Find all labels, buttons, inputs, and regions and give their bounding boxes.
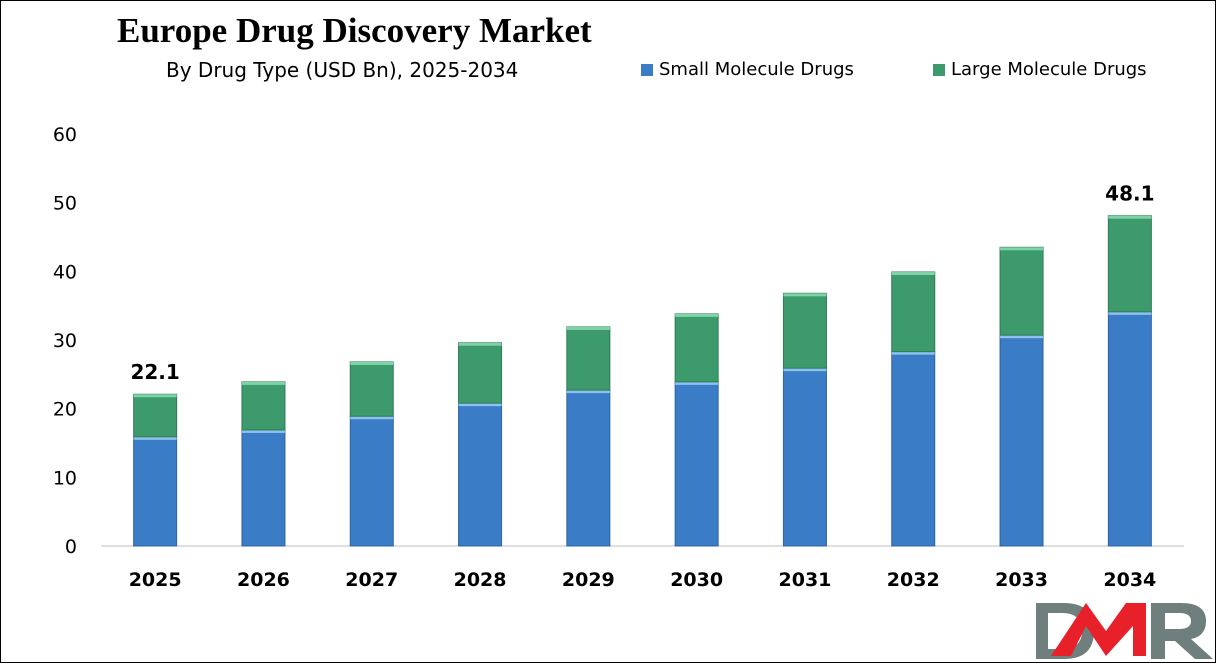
- x-tick-label: 2025: [129, 569, 182, 591]
- bar-highlight-2030: [675, 313, 719, 317]
- bar-small-2028: [458, 402, 503, 547]
- x-tick-label: 2029: [562, 569, 615, 591]
- legend-swatch-small: [641, 63, 653, 76]
- bar-large-2025: [133, 393, 178, 438]
- bar-highlight-2025: [133, 436, 177, 440]
- bar-small-2033: [999, 334, 1044, 547]
- x-tick-label: 2030: [670, 569, 723, 591]
- bar-highlight-2028: [458, 342, 502, 346]
- chart-subtitle: By Drug Type (USD Bn), 2025-2034: [166, 58, 519, 82]
- bar-large-2033: [999, 246, 1044, 336]
- legend-item-small-molecule: Small Molecule Drugs: [641, 59, 854, 80]
- y-tick-label: 60: [53, 124, 77, 146]
- bar-large-2034: [1107, 215, 1152, 313]
- bar-highlight-2028: [458, 403, 502, 407]
- y-tick-label: 0: [65, 536, 77, 558]
- bar-highlight-2025: [133, 394, 177, 398]
- bar-highlight-2030: [675, 381, 719, 385]
- bar-highlight-2031: [783, 293, 827, 297]
- bar-small-2032: [891, 351, 936, 547]
- bar-highlight-2033: [1000, 247, 1044, 251]
- bar-highlight-2034: [1108, 215, 1152, 219]
- bar-highlight-2032: [891, 272, 935, 276]
- legend-swatch-large: [933, 63, 945, 76]
- y-tick-label: 20: [53, 399, 77, 421]
- data-label: 48.1: [1105, 182, 1154, 206]
- bar-large-2027: [349, 361, 394, 417]
- bar-highlight-2026: [241, 381, 285, 385]
- bar-highlight-2027: [350, 416, 394, 420]
- bar-large-2031: [782, 292, 827, 369]
- bar-highlight-2032: [891, 351, 935, 355]
- y-tick-label: 10: [53, 467, 77, 489]
- x-tick-label: 2033: [995, 569, 1048, 591]
- chart-title: Europe Drug Discovery Market: [117, 11, 592, 50]
- bar-small-2026: [241, 429, 286, 547]
- bar-highlight-2033: [1000, 335, 1044, 339]
- bar-highlight-2029: [566, 390, 610, 394]
- bar-highlight-2034: [1108, 311, 1152, 315]
- legend-item-large-molecule: Large Molecule Drugs: [933, 59, 1147, 80]
- x-tick-label: 2032: [887, 569, 940, 591]
- y-tick-label: 30: [53, 330, 77, 352]
- x-tick-label: 2028: [454, 569, 507, 591]
- bar-small-2027: [349, 415, 394, 547]
- bar-large-2029: [566, 326, 611, 391]
- bar-highlight-2027: [350, 361, 394, 365]
- y-tick-label: 50: [53, 193, 77, 215]
- x-tick-label: 2027: [345, 569, 398, 591]
- legend-label-small: Small Molecule Drugs: [659, 59, 854, 80]
- bar-small-2029: [566, 389, 611, 547]
- legend-label-large: Large Molecule Drugs: [951, 59, 1147, 80]
- y-tick-label: 40: [53, 261, 77, 283]
- bar-small-2034: [1107, 311, 1152, 547]
- x-tick-label: 2034: [1103, 569, 1156, 591]
- bar-large-2028: [458, 342, 503, 404]
- data-label: 22.1: [130, 360, 179, 384]
- bar-small-2025: [133, 436, 178, 547]
- bar-small-2031: [782, 367, 827, 547]
- bar-highlight-2026: [241, 429, 285, 433]
- x-tick-label: 2026: [237, 569, 290, 591]
- bar-highlight-2029: [566, 326, 610, 330]
- bar-highlight-2031: [783, 368, 827, 372]
- x-tick-label: 2031: [779, 569, 832, 591]
